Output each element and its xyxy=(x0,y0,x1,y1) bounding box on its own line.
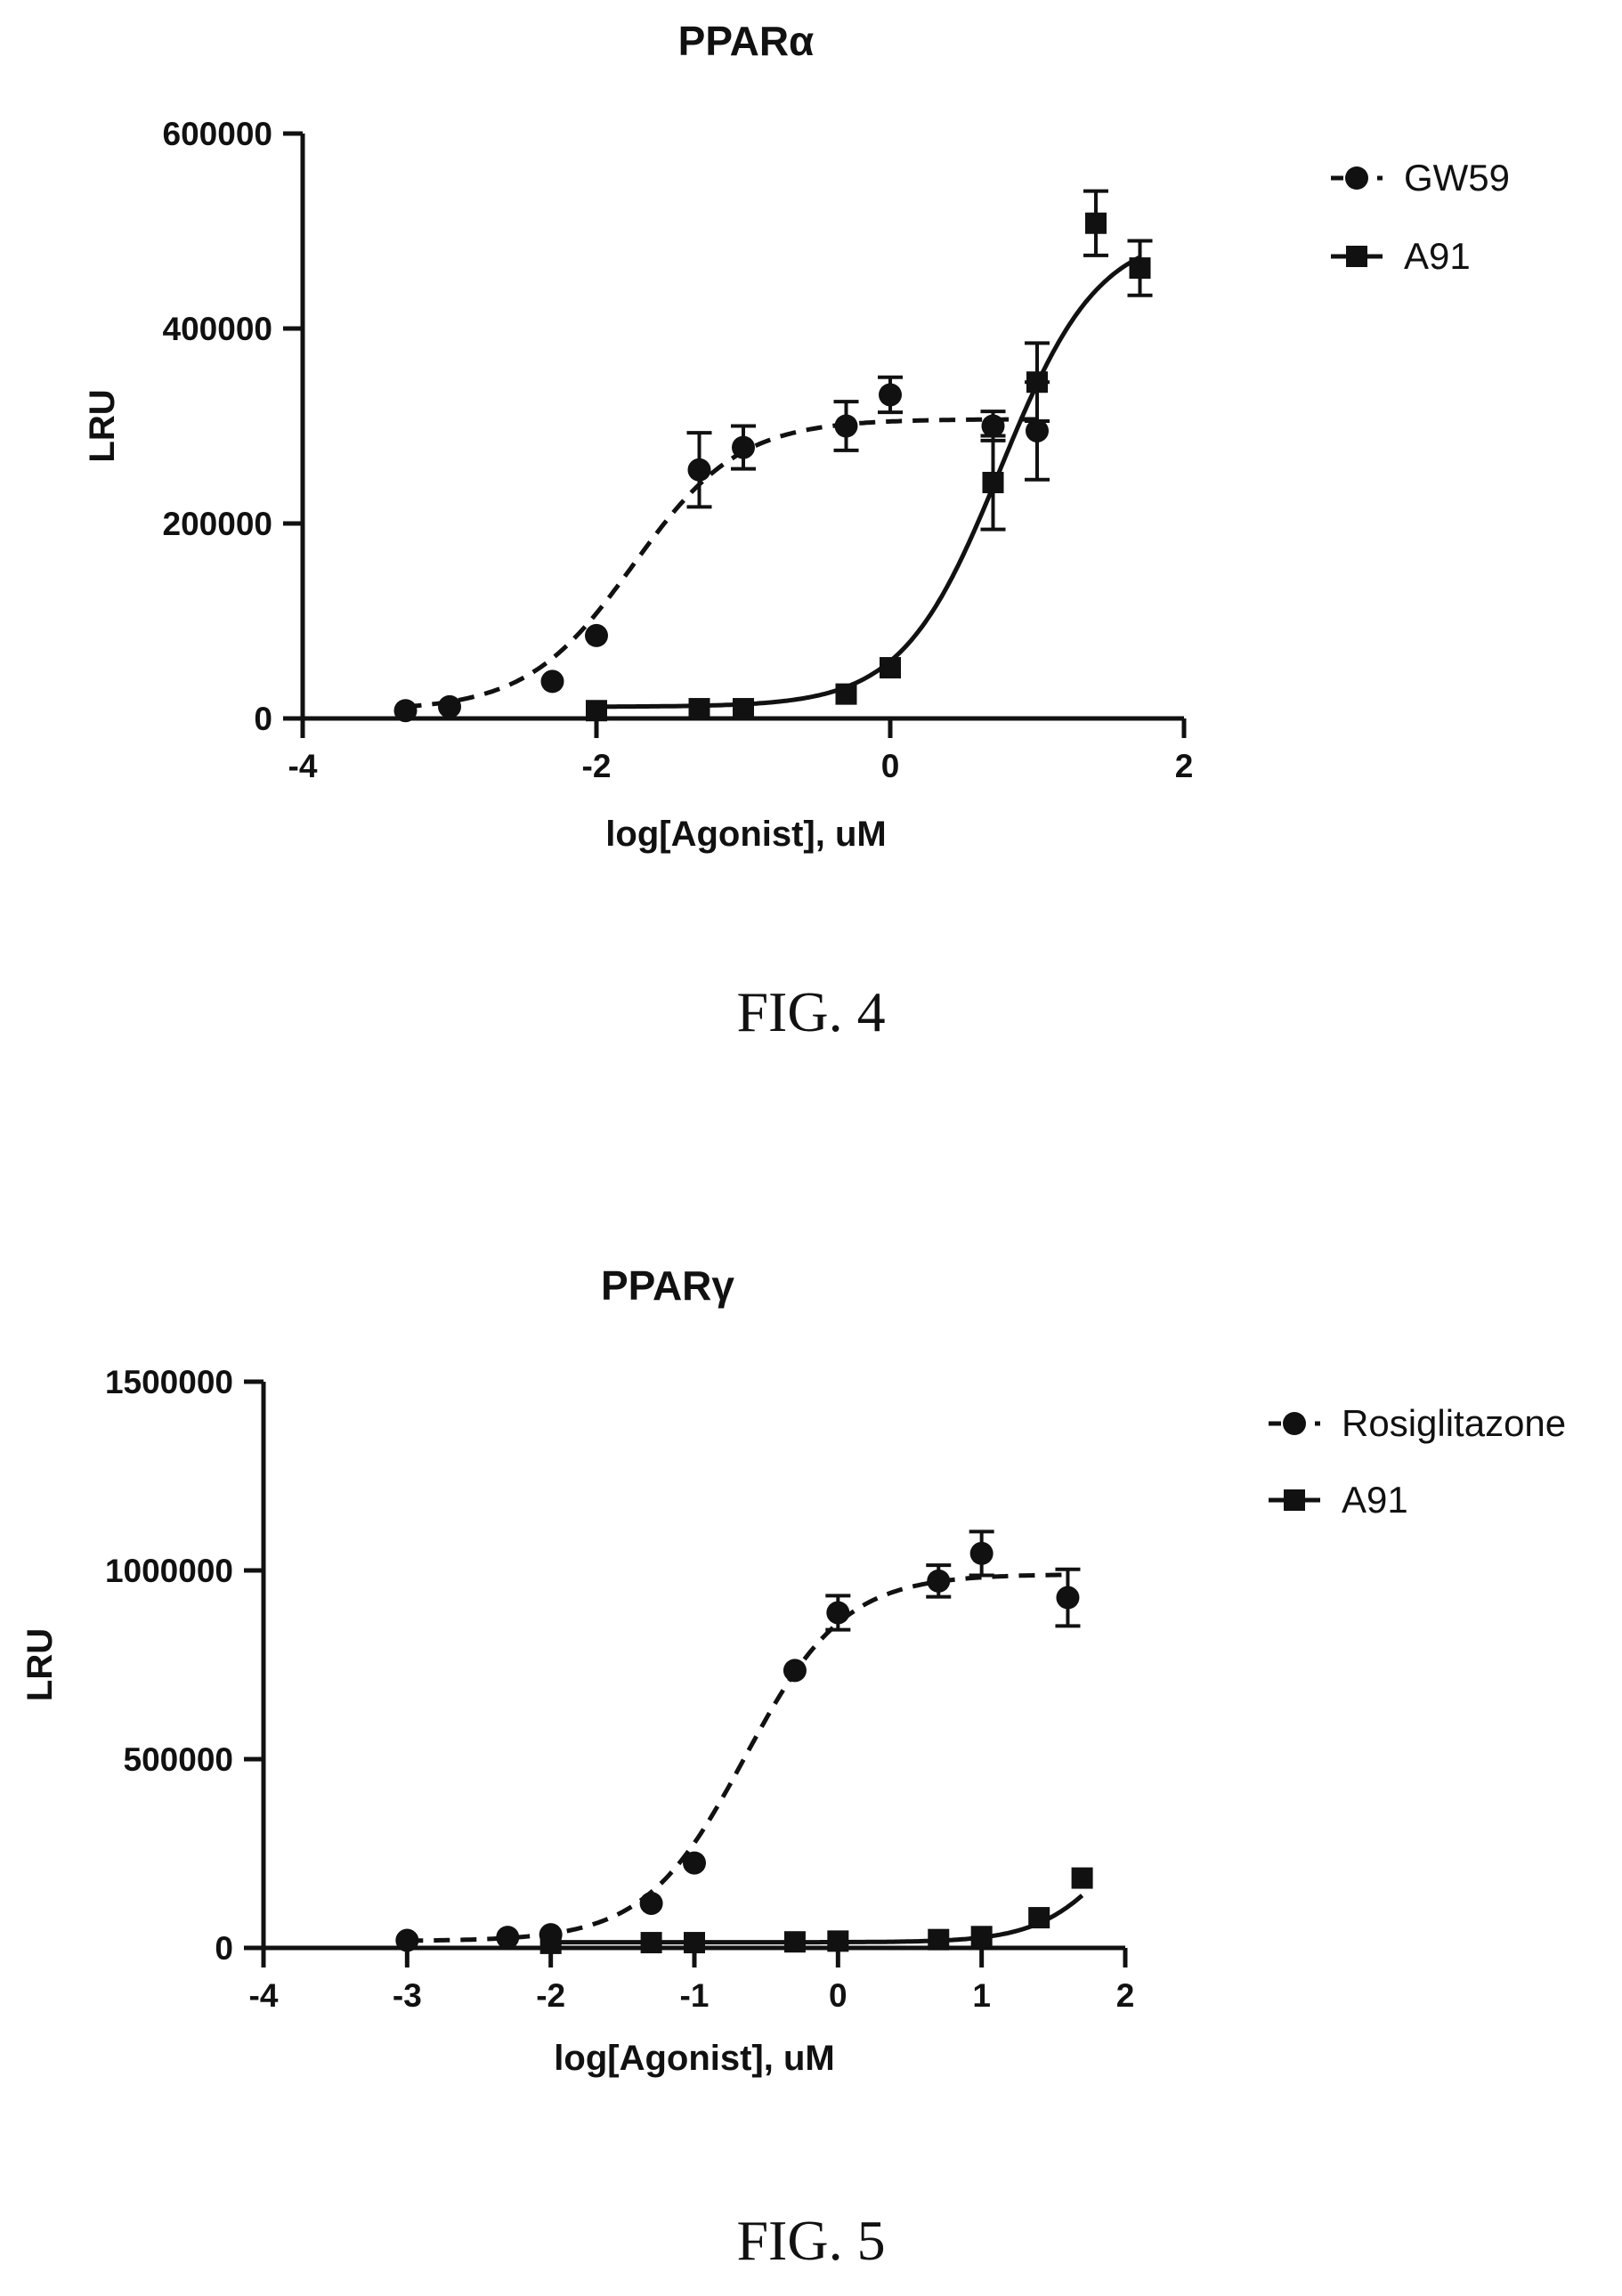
data-point xyxy=(783,1659,807,1683)
data-point xyxy=(1026,418,1049,442)
data-point xyxy=(683,1851,706,1875)
legend-label: A91 xyxy=(1404,235,1471,277)
data-point xyxy=(826,1601,850,1625)
x-axis-label: log[Agonist], uM xyxy=(605,815,886,854)
data-point xyxy=(687,458,711,482)
fit-curve xyxy=(550,1894,1084,1945)
data-point xyxy=(393,699,418,723)
data-point xyxy=(688,698,710,720)
data-point xyxy=(1085,212,1107,234)
data-point xyxy=(827,1930,849,1952)
y-tick-label: 600000 xyxy=(163,116,272,152)
legend-label: GW59 xyxy=(1404,157,1510,199)
data-point xyxy=(733,698,754,720)
x-tick-label: 1 xyxy=(972,1977,991,2014)
data-point xyxy=(395,1928,419,1952)
data-point xyxy=(981,414,1005,438)
data-point xyxy=(639,1891,663,1915)
chart-title: PPARα xyxy=(678,18,815,64)
data-point xyxy=(879,383,902,407)
fig5-caption: FIG. 5 xyxy=(736,2209,886,2272)
data-point xyxy=(1056,1586,1080,1610)
legend-marker xyxy=(1284,1489,1305,1511)
data-point xyxy=(1026,371,1048,393)
x-tick-label: -2 xyxy=(582,748,612,784)
legend-marker xyxy=(1283,1412,1306,1435)
x-tick-label: -1 xyxy=(680,1977,710,2014)
data-point xyxy=(880,657,901,679)
y-tick-label: 500000 xyxy=(124,1741,233,1778)
data-point xyxy=(540,669,564,694)
y-axis-label: LRU xyxy=(83,389,122,462)
y-axis-label: LRU xyxy=(20,1628,60,1701)
data-point xyxy=(684,1932,705,1954)
data-point xyxy=(1129,257,1151,280)
x-tick-label: 0 xyxy=(881,748,900,784)
fit-curve xyxy=(407,1572,1068,1943)
y-tick-label: 0 xyxy=(215,1930,233,1967)
x-tick-label: 2 xyxy=(1175,748,1194,784)
data-point xyxy=(970,1926,993,1948)
series-a91: A91 xyxy=(539,1479,1408,1954)
data-point xyxy=(438,694,461,718)
x-tick-label: -4 xyxy=(288,748,318,784)
legend-label: Rosiglitazone xyxy=(1342,1402,1566,1444)
data-point xyxy=(539,1932,562,1954)
chart-fig5: PPARγ -4 -3 -2 -1 0 1 2 0 500000 1000000 1500000 log… xyxy=(20,1262,1566,2078)
fit-curve xyxy=(405,417,1037,710)
legend-marker xyxy=(1345,166,1368,190)
data-point xyxy=(835,683,857,705)
data-point xyxy=(783,1931,806,1953)
data-point xyxy=(585,623,608,647)
data-point xyxy=(927,1569,951,1593)
data-point xyxy=(834,414,858,438)
fit-curve xyxy=(596,255,1141,710)
chart-title: PPARγ xyxy=(601,1262,734,1309)
x-axis-label: log[Agonist], uM xyxy=(554,2039,834,2078)
x-tick-label: 0 xyxy=(829,1977,847,2014)
x-tick-label: -2 xyxy=(536,1977,565,2014)
data-point xyxy=(982,472,1004,494)
legend-label: A91 xyxy=(1342,1479,1408,1521)
data-point xyxy=(732,435,755,459)
series-a91: A91 xyxy=(586,189,1471,722)
y-tick-label: 0 xyxy=(254,701,272,737)
chart-fig4: PPARα -4 -2 0 2 0 200000 400000 600000 log[Agonis… xyxy=(83,18,1510,854)
data-point xyxy=(928,1928,950,1951)
y-tick-label: 1000000 xyxy=(105,1553,233,1589)
legend-marker xyxy=(1346,246,1367,267)
y-tick-label: 400000 xyxy=(163,311,272,347)
series-rosiglitazone: Rosiglitazone xyxy=(395,1402,1566,1952)
data-point xyxy=(640,1932,662,1954)
data-point xyxy=(496,1926,520,1950)
fig4-caption: FIG. 4 xyxy=(736,980,886,1043)
data-point xyxy=(1028,1907,1050,1929)
series-gw59: GW59 xyxy=(393,157,1510,723)
y-tick-label: 200000 xyxy=(163,506,272,542)
data-point xyxy=(969,1541,993,1565)
data-point xyxy=(1071,1867,1093,1889)
y-tick-label: 1500000 xyxy=(105,1364,233,1400)
x-tick-label: -4 xyxy=(249,1977,279,2014)
x-tick-label: 2 xyxy=(1116,1977,1135,2014)
x-tick-label: -3 xyxy=(393,1977,422,2014)
data-point xyxy=(586,700,607,722)
